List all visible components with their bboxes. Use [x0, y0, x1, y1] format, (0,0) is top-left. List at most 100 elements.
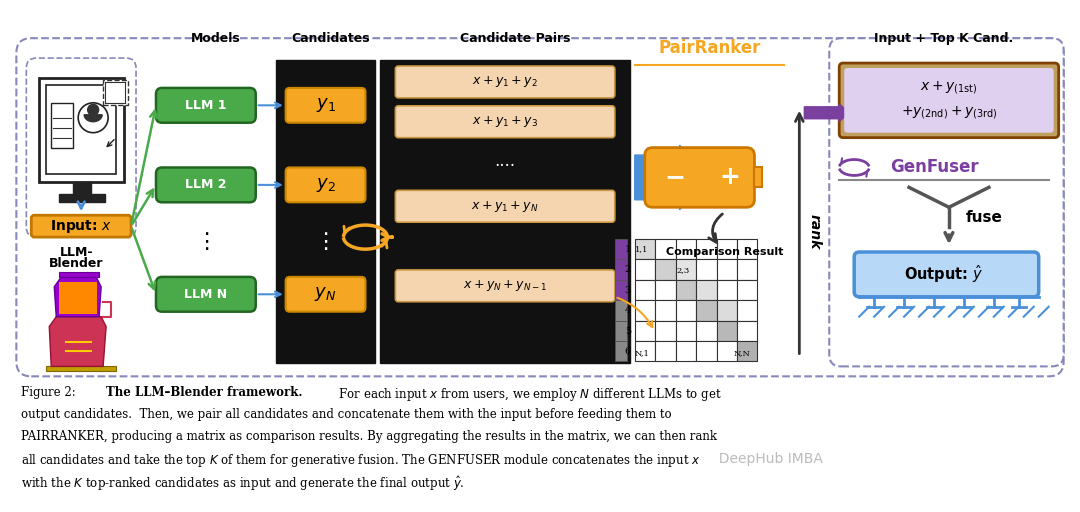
Text: $x + y_1 + y_N$: $x + y_1 + y_N$	[471, 199, 539, 214]
FancyBboxPatch shape	[854, 252, 1039, 297]
Text: −: −	[664, 165, 685, 189]
Text: with the $K$ top-ranked candidates as input and generate the final output $\hat{: with the $K$ top-ranked candidates as in…	[22, 474, 465, 493]
Text: 4: 4	[624, 306, 631, 315]
Text: Figure 2:: Figure 2:	[22, 386, 76, 399]
FancyBboxPatch shape	[845, 68, 1054, 133]
Bar	[676, 300, 697, 321]
Bar	[39, 78, 124, 182]
FancyBboxPatch shape	[395, 190, 615, 222]
Text: Candidate Pairs: Candidate Pairs	[460, 32, 570, 45]
Bar	[716, 341, 737, 361]
Text: 6: 6	[624, 347, 631, 356]
Text: LLM 1: LLM 1	[185, 99, 227, 112]
Bar	[676, 341, 697, 361]
Bar	[676, 280, 697, 300]
Bar	[716, 321, 737, 341]
FancyBboxPatch shape	[829, 38, 1064, 367]
Text: ⋮: ⋮	[314, 232, 337, 252]
FancyArrow shape	[805, 104, 849, 122]
FancyBboxPatch shape	[16, 38, 1064, 376]
FancyBboxPatch shape	[156, 88, 256, 123]
FancyBboxPatch shape	[285, 167, 365, 202]
Bar	[59, 195, 105, 202]
FancyBboxPatch shape	[156, 167, 256, 202]
FancyBboxPatch shape	[395, 66, 615, 98]
Text: 5: 5	[624, 327, 631, 335]
Text: ⋮: ⋮	[194, 232, 217, 252]
Bar	[755, 167, 762, 187]
Polygon shape	[54, 277, 102, 316]
Text: 3: 3	[624, 286, 631, 295]
Bar	[615, 260, 626, 280]
Bar	[656, 239, 676, 260]
Bar	[737, 239, 757, 260]
Bar	[615, 239, 626, 260]
Text: 2: 2	[624, 265, 631, 274]
Text: N,N: N,N	[733, 350, 751, 357]
Bar	[737, 300, 757, 321]
Bar	[635, 239, 656, 260]
Bar	[656, 280, 676, 300]
Bar	[737, 280, 757, 300]
Text: Blender: Blender	[49, 258, 104, 270]
Text: $y_2$: $y_2$	[315, 176, 336, 194]
Bar	[716, 260, 737, 280]
Bar	[656, 260, 676, 280]
Bar	[73, 182, 91, 195]
Bar	[615, 321, 626, 341]
Bar	[737, 321, 757, 341]
Polygon shape	[84, 115, 103, 122]
Bar	[676, 321, 697, 341]
Text: +: +	[719, 165, 740, 189]
Text: $y_N$: $y_N$	[314, 285, 337, 303]
Bar	[59, 272, 99, 277]
Text: Candidates: Candidates	[292, 32, 369, 45]
Text: Input + Top K Cand.: Input + Top K Cand.	[875, 32, 1014, 45]
Text: $+ y_{(2\mathrm{nd})} + y_{(3\mathrm{rd})}$: $+ y_{(2\mathrm{nd})} + y_{(3\mathrm{rd}…	[901, 104, 997, 121]
Circle shape	[78, 103, 108, 133]
Text: $x + y_{(1\mathrm{st})}$: $x + y_{(1\mathrm{st})}$	[920, 79, 977, 96]
Bar	[615, 341, 626, 361]
Text: Input: $x$: Input: $x$	[50, 218, 112, 234]
Bar	[380, 60, 630, 364]
Text: $y_1$: $y_1$	[315, 96, 336, 114]
Text: LLM 2: LLM 2	[185, 178, 227, 191]
Bar	[59, 282, 97, 314]
FancyBboxPatch shape	[395, 106, 615, 138]
Polygon shape	[50, 316, 106, 367]
Text: $x + y_N + y_{N-1}$: $x + y_N + y_{N-1}$	[463, 279, 548, 293]
Bar	[697, 341, 716, 361]
Bar	[697, 280, 716, 300]
Bar	[697, 239, 716, 260]
Bar	[615, 280, 626, 300]
Text: LLM N: LLM N	[185, 288, 228, 301]
Text: Models: Models	[191, 32, 241, 45]
Circle shape	[87, 104, 98, 115]
Text: The LLM–Blender framework.: The LLM–Blender framework.	[106, 386, 302, 399]
Bar	[737, 260, 757, 280]
Bar	[635, 280, 656, 300]
FancyBboxPatch shape	[31, 215, 131, 237]
Text: output candidates.  Then, we pair all candidates and concatenate them with the i: output candidates. Then, we pair all can…	[22, 408, 672, 421]
FancyBboxPatch shape	[285, 277, 365, 312]
Bar	[716, 239, 737, 260]
FancyBboxPatch shape	[645, 147, 755, 207]
Bar	[697, 300, 716, 321]
Text: DeepHub IMBA: DeepHub IMBA	[710, 452, 823, 466]
Bar	[46, 85, 116, 175]
Text: Output: $\hat{y}$: Output: $\hat{y}$	[904, 264, 984, 285]
Bar	[676, 260, 697, 280]
Text: 1: 1	[624, 245, 631, 254]
Text: 2,3: 2,3	[676, 266, 689, 274]
Bar	[676, 239, 697, 260]
Text: $x + y_1 + y_3$: $x + y_1 + y_3$	[472, 114, 538, 129]
Bar	[656, 341, 676, 361]
Text: $x + y_1 + y_2$: $x + y_1 + y_2$	[472, 74, 538, 90]
Bar	[635, 260, 656, 280]
Bar	[635, 321, 656, 341]
Text: 1,1: 1,1	[635, 246, 648, 253]
FancyBboxPatch shape	[285, 88, 365, 123]
Text: GenFuser: GenFuser	[890, 159, 978, 177]
Bar	[635, 300, 656, 321]
Text: all candidates and take the top $K$ of them for generative fusion. The GENFUSER : all candidates and take the top $K$ of t…	[22, 452, 701, 469]
